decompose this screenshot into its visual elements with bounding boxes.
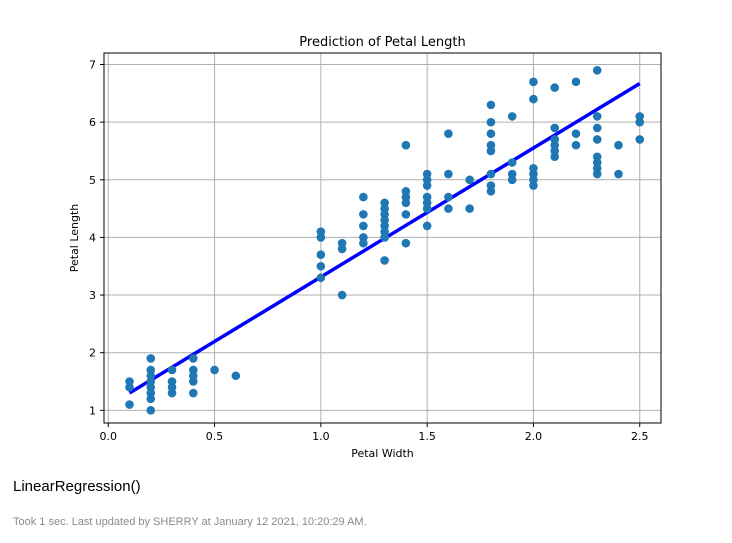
scatter-point [635,117,645,127]
scatter-point [486,169,496,179]
x-tick-label: 0.0 [100,430,118,443]
scatter-layer [125,65,645,415]
scatter-point [444,169,453,179]
scatter-point [188,354,198,363]
status-line: Took 1 sec. Last updated by SHERRY at Ja… [13,516,367,528]
y-tick-label: 2 [89,347,96,360]
scatter-point [592,123,602,133]
scatter-point [316,233,326,242]
scatter-point [125,400,134,409]
scatter-point [486,129,496,138]
cell-output: LinearRegression() [13,478,141,495]
scatter-point [444,204,453,213]
scatter-point [486,187,496,196]
scatter-point [592,135,602,144]
scatter-point [146,406,156,415]
scatter-point [401,238,411,248]
scatter-point [359,192,368,202]
scatter-point [401,210,411,219]
scatter-point [465,204,474,213]
scatter-point [337,290,347,300]
scatter-point [571,77,581,87]
scatter-point [486,100,496,110]
y-tick-label: 1 [89,404,96,417]
scatter-point [422,181,432,190]
scatter-point [167,365,177,375]
scatter-point [592,169,602,179]
scatter-point [380,233,389,242]
scatter-point [529,94,538,104]
y-tick-label: 4 [89,231,96,244]
scatter-point [188,388,198,398]
x-tick-label: 1.0 [312,430,330,443]
y-tick-label: 6 [89,116,96,129]
y-tick-label: 5 [89,174,96,187]
scatter-point [359,238,368,248]
scatter-point [188,377,198,386]
scatter-point [635,135,645,144]
y-tick-label: 3 [89,289,96,302]
chart: 0.0 0.5 1.0 1.5 2.0 2.5 1 2 3 4 5 6 7 Prediction of … [68,35,662,460]
x-tick-label: 2.0 [525,430,543,443]
scatter-point [486,117,496,127]
y-axis-label: Petal Length [68,204,81,273]
scatter-point [359,210,368,219]
scatter-point [550,123,560,133]
scatter-point [592,112,602,121]
x-tick-label: 0.5 [206,430,224,443]
scatter-point [401,198,411,208]
scatter-point [529,181,538,190]
scatter-point [125,382,134,392]
scatter-point [380,256,389,265]
scatter-point [337,244,347,254]
scatter-point [614,140,623,150]
scatter-point [507,158,517,167]
scatter-point [550,152,560,162]
scatter-point [571,129,581,138]
y-tick-label: 7 [89,59,96,72]
chart-title: Prediction of Petal Length [299,35,465,50]
scatter-point [146,394,156,404]
scatter-point [529,77,538,87]
scatter-point [231,371,241,381]
scatter-point [146,354,156,363]
x-tick-label: 2.5 [631,430,649,443]
scatter-point [316,261,326,271]
scatter-point [465,175,474,185]
scatter-point [550,83,560,92]
x-axis-label: Petal Width [351,447,414,460]
ticks: 0.0 0.5 1.0 1.5 2.0 2.5 1 2 3 4 5 6 7 [89,59,648,443]
scatter-point [401,140,411,150]
scatter-point [507,112,517,121]
scatter-point [444,192,453,202]
scatter-point [316,273,326,283]
scatter-point [614,169,623,179]
scatter-point [422,221,432,231]
chart-svg: 0.0 0.5 1.0 1.5 2.0 2.5 1 2 3 4 5 6 7 Prediction of … [68,35,662,460]
scatter-point [444,129,453,138]
scatter-point [571,140,581,150]
scatter-point [422,204,432,213]
scatter-point [507,175,517,185]
x-tick-label: 1.5 [418,430,436,443]
plot-frame [103,52,662,424]
scatter-point [316,250,326,260]
scatter-point [486,146,496,156]
scatter-point [592,65,602,75]
scatter-point [359,221,368,231]
scatter-point [167,388,177,398]
scatter-point [210,365,219,375]
